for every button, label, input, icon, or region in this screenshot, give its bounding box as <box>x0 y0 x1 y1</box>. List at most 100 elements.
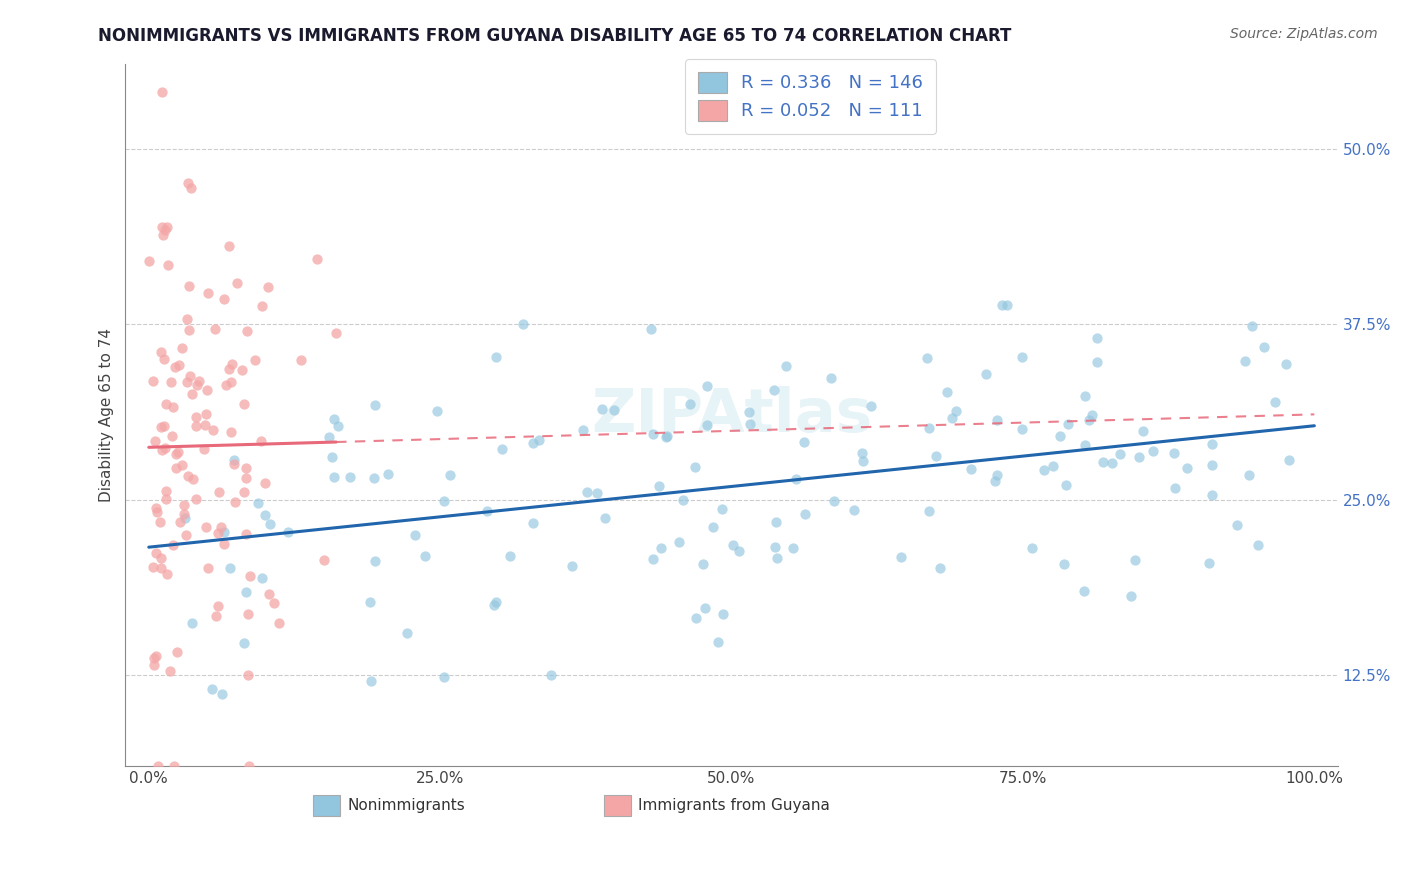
Point <box>211 687 233 701</box>
Point <box>207 599 229 614</box>
Legend: R = 0.336   N = 146, R = 0.052   N = 111: R = 0.336 N = 146, R = 0.052 N = 111 <box>685 59 935 134</box>
Text: Immigrants from Guyana: Immigrants from Guyana <box>638 797 830 813</box>
Point <box>765 550 787 565</box>
Point <box>145 500 167 515</box>
Point <box>159 664 181 678</box>
Point <box>177 468 200 483</box>
Point <box>498 549 520 563</box>
Point <box>325 326 347 340</box>
Point <box>167 445 190 459</box>
Point <box>146 506 169 520</box>
Point <box>1201 488 1223 502</box>
Point <box>212 537 235 551</box>
Point <box>169 516 191 530</box>
Point <box>522 516 544 530</box>
Point <box>221 357 243 371</box>
Point <box>527 433 550 447</box>
Point <box>201 682 224 697</box>
Point <box>138 254 160 268</box>
Point <box>236 607 259 621</box>
Point <box>142 560 165 574</box>
Point <box>918 421 941 435</box>
Point <box>793 434 815 449</box>
Point <box>820 370 842 384</box>
Point <box>491 442 513 457</box>
Point <box>485 595 508 609</box>
Point <box>603 402 626 417</box>
Point <box>685 611 707 625</box>
Point <box>339 470 361 484</box>
Point <box>219 375 242 389</box>
Point <box>1253 340 1275 354</box>
Text: Nonimmigrants: Nonimmigrants <box>347 797 465 813</box>
Point <box>702 520 724 534</box>
Point <box>693 600 716 615</box>
Point <box>935 385 957 400</box>
Point <box>1011 422 1033 436</box>
Point <box>794 507 817 521</box>
Point <box>162 538 184 552</box>
Point <box>305 252 328 266</box>
Point <box>706 635 728 649</box>
Point <box>156 258 179 272</box>
Point <box>179 279 201 293</box>
Point <box>915 351 938 366</box>
Point <box>204 609 226 624</box>
Point <box>195 408 218 422</box>
Point <box>561 559 583 574</box>
Point <box>1128 450 1150 465</box>
Point <box>184 409 207 424</box>
Point <box>657 429 679 443</box>
Point <box>672 493 695 508</box>
Point <box>165 447 187 461</box>
Point <box>765 516 787 530</box>
Point <box>235 471 257 485</box>
Point <box>252 299 274 313</box>
Point <box>222 457 245 471</box>
Point <box>763 540 786 554</box>
Point <box>1234 354 1257 368</box>
Text: Source: ZipAtlas.com: Source: ZipAtlas.com <box>1230 27 1378 41</box>
Point <box>150 344 173 359</box>
Point <box>160 375 183 389</box>
Point <box>1237 468 1260 483</box>
Point <box>166 645 188 659</box>
Point <box>924 449 946 463</box>
Y-axis label: Disability Age 65 to 74: Disability Age 65 to 74 <box>100 328 114 502</box>
Point <box>257 587 280 601</box>
Point <box>209 520 232 534</box>
Point <box>143 657 166 672</box>
Point <box>929 560 952 574</box>
Point <box>364 398 387 412</box>
Point <box>231 363 253 377</box>
Point <box>156 567 179 582</box>
Point <box>173 498 195 512</box>
Point <box>1074 438 1097 452</box>
Point <box>321 450 343 465</box>
Point <box>692 557 714 571</box>
Point <box>250 571 273 585</box>
Point <box>153 223 176 237</box>
Point <box>194 519 217 533</box>
Point <box>208 485 231 500</box>
Point <box>163 759 186 773</box>
Text: NONIMMIGRANTS VS IMMIGRANTS FROM GUYANA DISABILITY AGE 65 TO 74 CORRELATION CHAR: NONIMMIGRANTS VS IMMIGRANTS FROM GUYANA … <box>98 27 1012 45</box>
Point <box>186 378 208 392</box>
Point <box>243 353 266 368</box>
Point <box>1164 482 1187 496</box>
Point <box>941 410 963 425</box>
Point <box>162 401 184 415</box>
Point <box>1057 417 1080 431</box>
Point <box>1142 444 1164 458</box>
Point <box>1077 413 1099 427</box>
Point <box>174 511 197 525</box>
Point <box>218 239 240 253</box>
Point <box>253 475 276 490</box>
Point <box>1247 538 1270 552</box>
Point <box>150 86 173 100</box>
Point <box>1085 354 1108 368</box>
Point <box>986 468 1008 483</box>
Point <box>160 429 183 443</box>
Point <box>413 549 436 563</box>
Point <box>426 404 449 418</box>
